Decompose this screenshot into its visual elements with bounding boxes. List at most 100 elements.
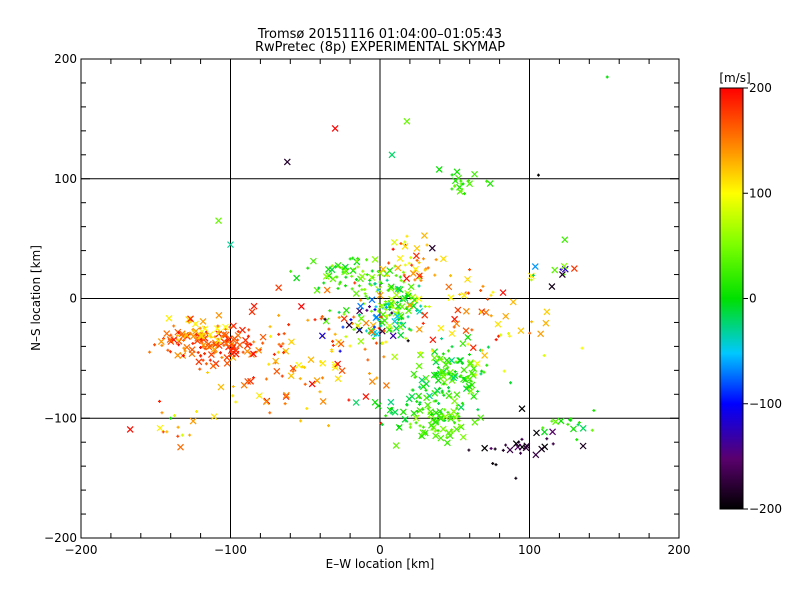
- point-x: [225, 335, 233, 343]
- point-plus: [417, 261, 421, 265]
- point-plus: [433, 429, 437, 433]
- x-tick-label: −200: [65, 543, 98, 557]
- point-plus: [496, 334, 500, 338]
- point-plus: [220, 356, 224, 360]
- point-x: [457, 403, 465, 411]
- point-x: [334, 261, 342, 269]
- point-plus: [384, 340, 388, 344]
- point-x: [399, 408, 407, 416]
- point-plus: [468, 353, 472, 357]
- point-plus: [467, 179, 471, 183]
- point-plus: [371, 336, 375, 340]
- point-plus: [467, 448, 471, 452]
- point-x: [412, 265, 419, 273]
- point-plus: [365, 258, 369, 262]
- point-x: [230, 322, 237, 330]
- point-x: [244, 377, 252, 385]
- point-plus: [374, 341, 378, 345]
- point-x: [415, 325, 423, 333]
- point-plus: [359, 298, 363, 302]
- point-x: [561, 236, 569, 244]
- point-plus: [196, 351, 200, 355]
- point-plus: [485, 363, 489, 367]
- point-plus: [280, 374, 284, 378]
- point-plus: [443, 408, 447, 412]
- colorbar-tick-label: −100: [749, 397, 782, 411]
- point-plus: [397, 424, 401, 428]
- y-tick-label: 200: [54, 52, 77, 66]
- point-plus: [536, 173, 540, 177]
- point-plus: [486, 345, 490, 349]
- point-plus: [399, 278, 403, 282]
- point-x: [457, 423, 465, 431]
- point-x: [331, 125, 339, 132]
- point-x: [445, 283, 453, 291]
- point-x: [445, 429, 453, 437]
- point-plus: [234, 400, 238, 404]
- point-x: [282, 391, 290, 399]
- point-plus: [462, 192, 466, 196]
- point-plus: [442, 393, 446, 397]
- point-x: [323, 286, 331, 294]
- point-plus: [385, 274, 389, 278]
- point-plus: [352, 267, 356, 271]
- point-plus: [419, 304, 423, 308]
- point-x: [460, 291, 468, 299]
- point-x: [499, 289, 507, 297]
- grid-lines: [81, 59, 679, 538]
- point-plus: [550, 419, 554, 423]
- point-plus: [276, 350, 280, 354]
- point-x: [531, 263, 539, 271]
- point-plus: [605, 75, 609, 79]
- point-x: [453, 168, 461, 176]
- point-x: [404, 292, 412, 300]
- point-x: [509, 298, 517, 306]
- point-plus: [268, 411, 272, 415]
- point-x: [334, 375, 342, 383]
- point-plus: [449, 414, 453, 418]
- point-plus: [387, 261, 391, 265]
- point-x: [415, 295, 423, 303]
- point-x: [192, 320, 199, 328]
- point-x: [393, 312, 401, 320]
- y-tick-label: 0: [69, 292, 77, 306]
- point-x: [451, 177, 459, 185]
- point-plus: [407, 261, 411, 265]
- point-plus: [378, 280, 382, 284]
- point-x: [448, 330, 456, 337]
- point-plus: [409, 256, 413, 260]
- point-x: [543, 308, 551, 316]
- point-x: [456, 188, 464, 195]
- point-plus: [344, 275, 348, 279]
- point-x: [394, 285, 402, 293]
- point-plus: [407, 327, 411, 331]
- point-x: [223, 359, 231, 367]
- point-x: [518, 405, 526, 413]
- point-x: [242, 336, 249, 344]
- point-plus: [368, 372, 372, 376]
- point-x: [453, 320, 461, 328]
- point-plus: [551, 442, 555, 446]
- point-x: [514, 443, 522, 451]
- point-x: [201, 325, 209, 333]
- point-plus: [360, 288, 364, 292]
- x-axis-label: E–W location [km]: [326, 557, 435, 571]
- point-x: [570, 425, 577, 433]
- point-plus: [236, 338, 240, 342]
- point-plus: [305, 406, 309, 410]
- point-plus: [590, 428, 594, 432]
- point-plus: [282, 332, 286, 336]
- point-plus: [198, 367, 202, 371]
- point-x: [579, 442, 587, 450]
- point-plus: [165, 430, 169, 434]
- point-plus: [418, 385, 422, 389]
- point-plus: [384, 300, 388, 304]
- point-plus: [191, 329, 195, 333]
- point-plus: [580, 346, 584, 350]
- colorbar-tick-label: 200: [749, 81, 772, 95]
- point-x: [371, 398, 379, 406]
- point-plus: [493, 447, 497, 451]
- point-x: [412, 414, 420, 422]
- point-plus: [348, 257, 352, 261]
- colorbar-tick-label: 100: [749, 186, 772, 200]
